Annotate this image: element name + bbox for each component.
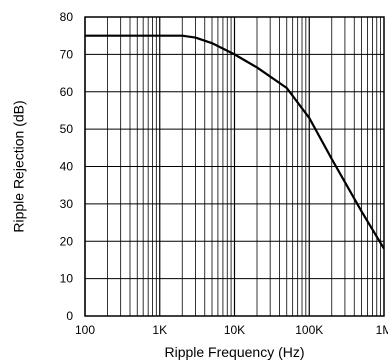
x-tick-label: 1M <box>376 323 388 337</box>
y-tick-label: 20 <box>60 234 74 248</box>
y-tick-label: 50 <box>60 122 74 136</box>
y-axis-label: Ripple Rejection (dB) <box>11 100 27 232</box>
x-tick-label: 100 <box>75 323 95 337</box>
x-tick-labels: 100 1K 10K 100K 1M <box>75 323 388 337</box>
plot-frame <box>84 16 385 317</box>
y-tick-label: 0 <box>66 309 73 323</box>
y-tick-label: 70 <box>60 47 74 61</box>
x-tick-label: 100K <box>295 323 323 337</box>
ripple-rejection-curve <box>85 34 385 250</box>
curve-layer <box>85 34 385 250</box>
y-tick-label: 60 <box>60 85 74 99</box>
y-tick-label: 10 <box>60 272 74 286</box>
y-tick-label: 40 <box>60 160 74 174</box>
x-tick-label: 10K <box>224 323 245 337</box>
y-tick-label: 30 <box>60 197 74 211</box>
x-axis-label: Ripple Frequency (Hz) <box>164 344 304 360</box>
grid <box>84 16 384 317</box>
y-tick-labels: 0 10 20 30 40 50 60 70 80 <box>60 10 74 323</box>
x-tick-label: 1K <box>152 323 167 337</box>
y-tick-label: 80 <box>60 10 74 24</box>
